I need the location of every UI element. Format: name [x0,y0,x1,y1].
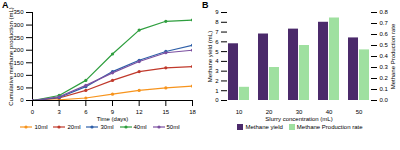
svg-text:5: 5 [215,49,219,55]
html-text:20ml: 20ml [67,124,81,130]
svg-text:350: 350 [13,9,24,15]
svg-text:30: 30 [296,109,303,115]
svg-text:3: 3 [215,68,219,74]
svg-text:40: 40 [326,109,333,115]
svg-text:50: 50 [17,85,24,91]
svg-text:6: 6 [215,39,219,45]
svg-text:250: 250 [13,35,24,41]
svg-text:8: 8 [215,19,219,25]
html-text:10ml: 10ml [34,124,48,130]
svg-text:9: 9 [111,109,115,115]
svg-text:0.2: 0.2 [380,75,389,81]
svg-text:0.7: 0.7 [380,20,389,26]
svg-text:0.0: 0.0 [380,97,389,103]
svg-text:0: 0 [215,97,219,103]
svg-text:0.4: 0.4 [380,53,389,59]
svg-text:0.8: 0.8 [380,9,389,15]
svg-text:0.6: 0.6 [380,31,389,37]
svg-text:50: 50 [356,109,363,115]
svg-text:12: 12 [136,109,143,115]
svg-text:6: 6 [84,109,88,115]
svg-text:18: 18 [189,109,196,115]
svg-text:200: 200 [13,47,24,53]
svg-text:Methane yield (mL): Methane yield (mL) [207,31,213,82]
svg-text:0.1: 0.1 [380,86,389,92]
svg-text:Methane Production rate: Methane Production rate [390,23,396,89]
svg-text:Cumulative methane production: Cumulative methane production (mL) [8,7,14,106]
svg-text:0.5: 0.5 [380,42,389,48]
html-text:Methane yield: Methane yield [245,124,283,130]
html-text:A: A [2,0,9,10]
svg-text:10: 10 [236,109,243,115]
svg-text:300: 300 [13,22,24,28]
svg-text:100: 100 [13,72,24,78]
svg-text:0: 0 [20,97,24,103]
html-text:50ml: 50ml [166,124,180,130]
svg-text:0: 0 [31,109,35,115]
svg-text:Slurry concentration (mL): Slurry concentration (mL) [265,116,332,122]
svg-text:7: 7 [215,29,219,35]
svg-text:2: 2 [215,78,219,84]
svg-text:150: 150 [13,60,24,66]
svg-text:Time (days): Time (days) [97,116,128,122]
html-text:40ml: 40ml [133,124,147,130]
svg-text:9: 9 [215,9,219,15]
svg-text:15: 15 [162,109,169,115]
html-text:30ml: 30ml [100,124,114,130]
svg-text:3: 3 [57,109,61,115]
html-text:Methane Production rate: Methane Production rate [296,124,363,130]
svg-text:20: 20 [266,109,273,115]
svg-text:1: 1 [215,88,219,94]
html-text:B: B [202,0,209,10]
svg-text:0.3: 0.3 [380,64,389,70]
svg-text:4: 4 [215,58,219,64]
